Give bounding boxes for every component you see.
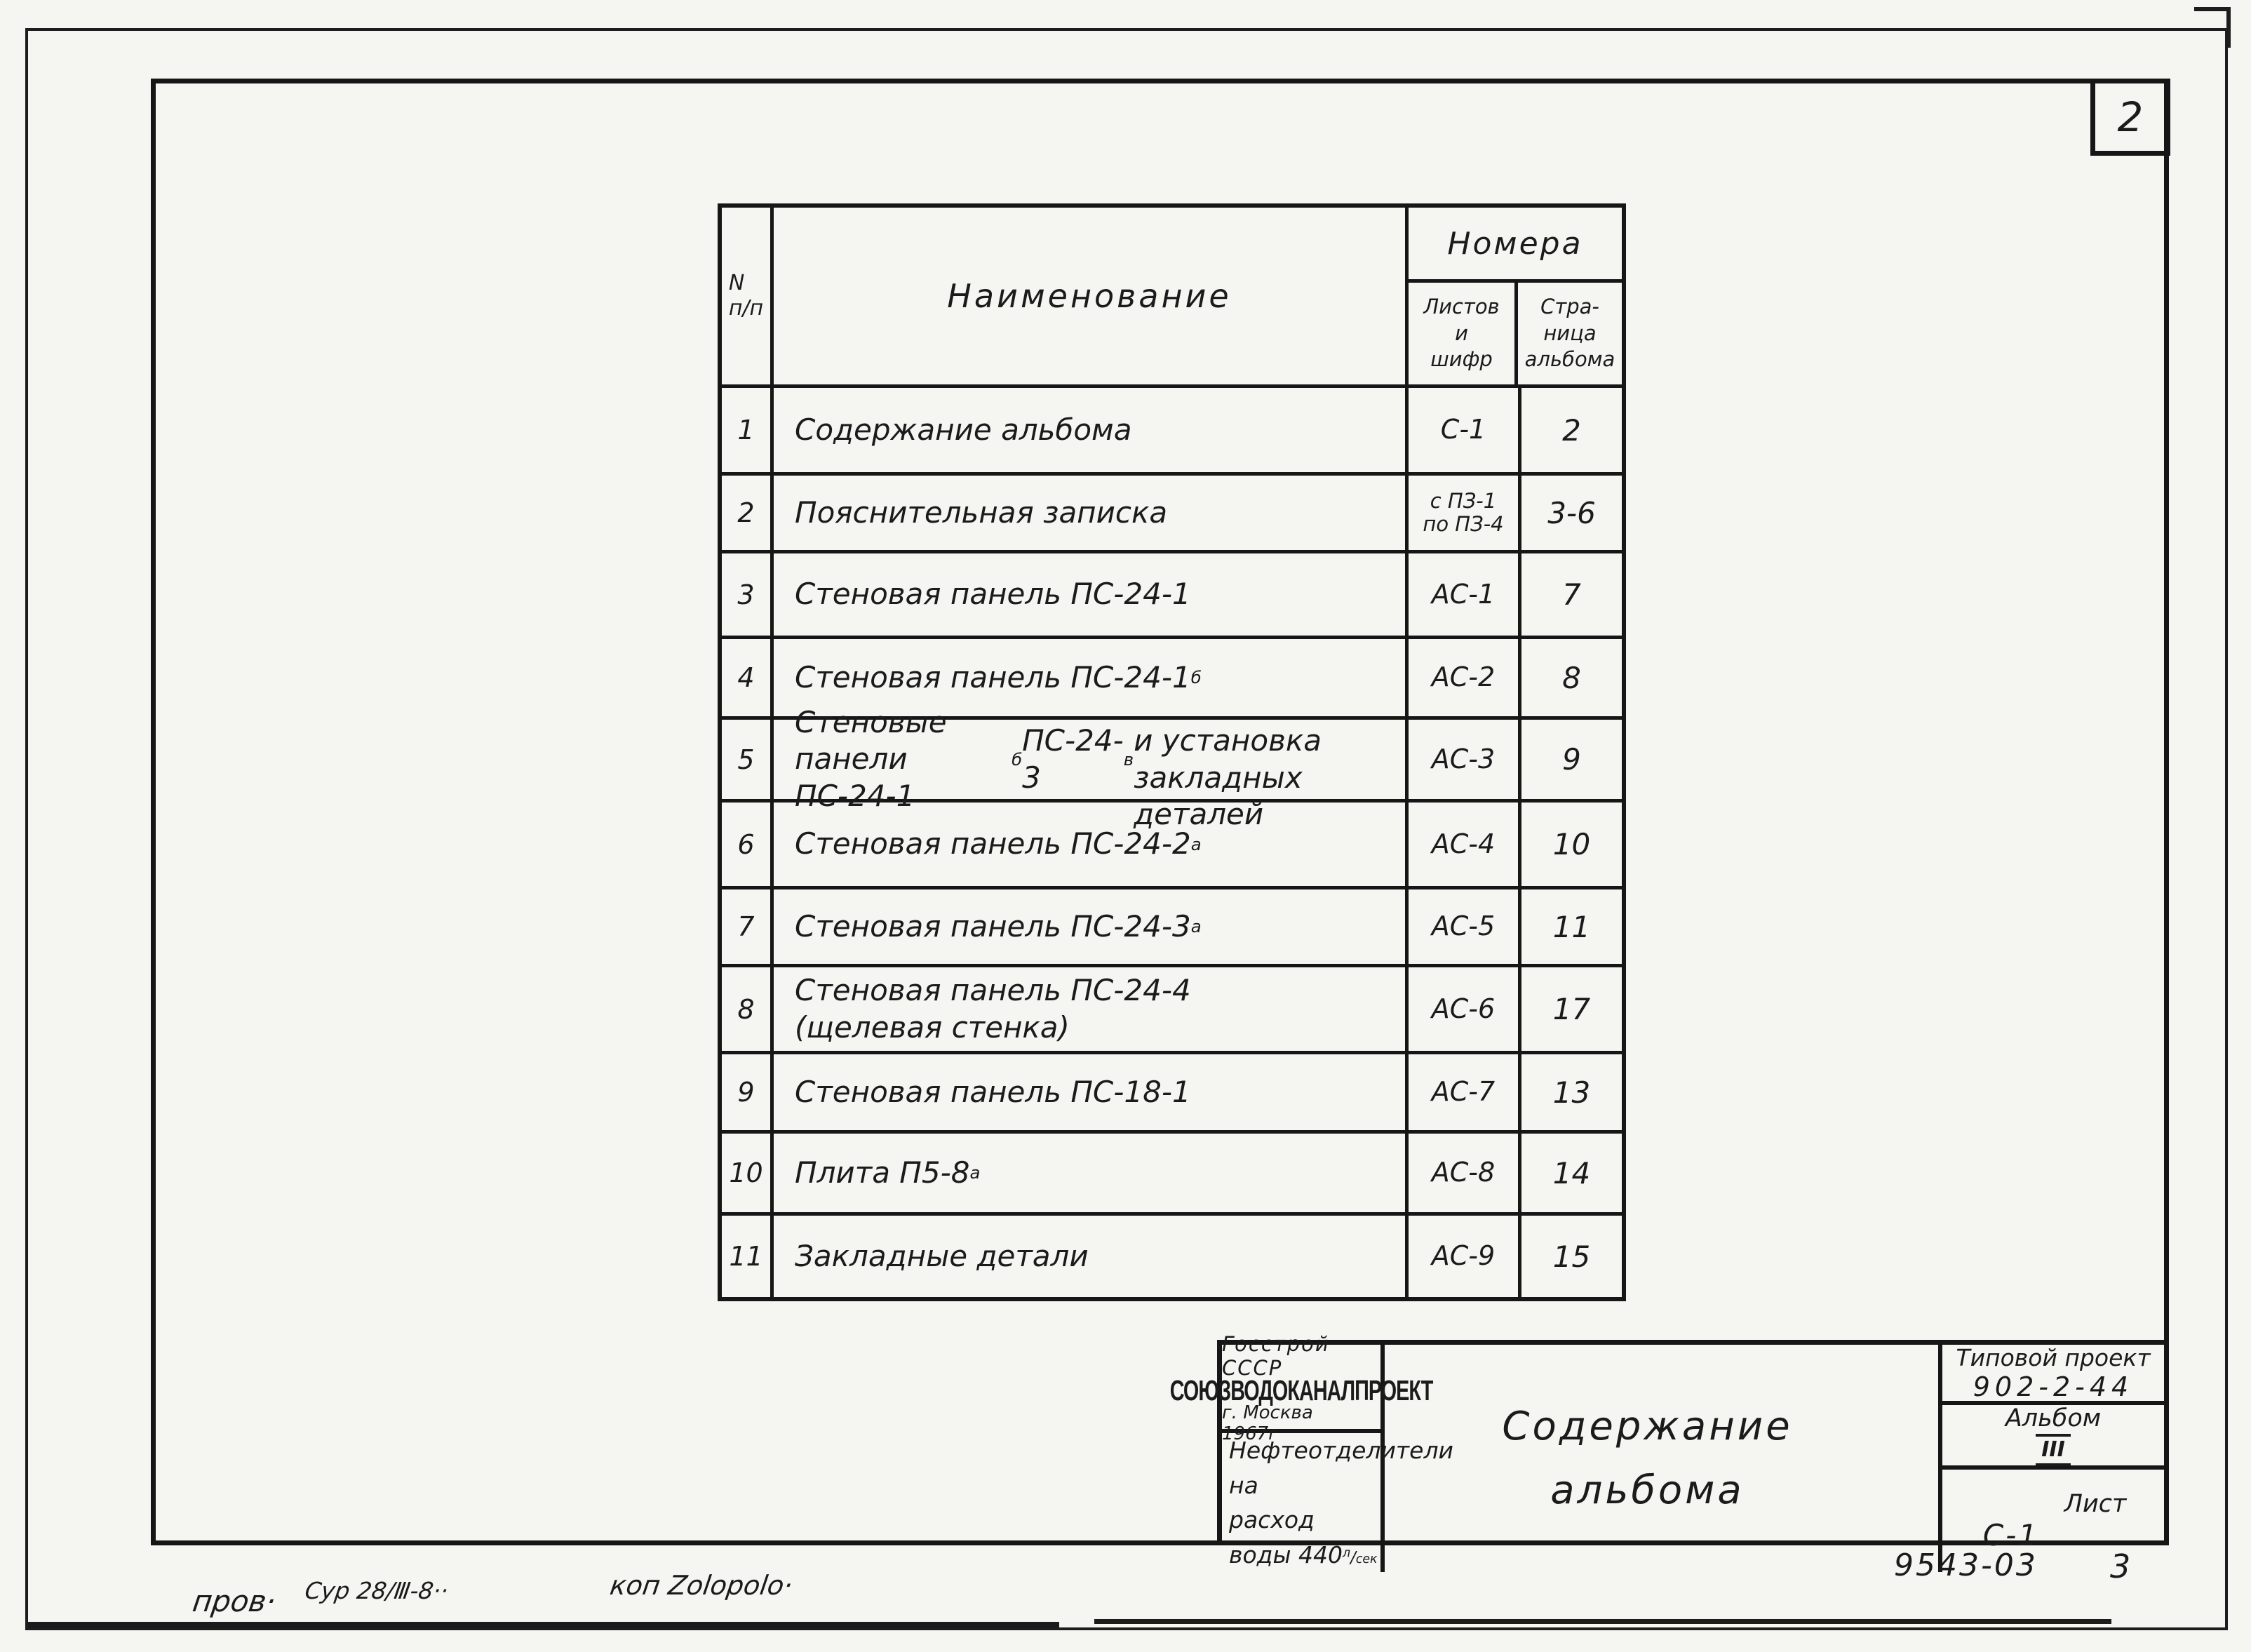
flow-unit-numerator: л — [1343, 1545, 1351, 1560]
row-code: С-1 — [1409, 388, 1521, 476]
row-code: АС-3 — [1409, 720, 1521, 803]
header-name-col: Наименование — [774, 208, 1409, 388]
object-line2: расход воды 440л/сек — [1229, 1503, 1380, 1572]
row-page: 13 — [1521, 1054, 1622, 1134]
row-name: Стеновая панель ПС-24-2 а — [774, 803, 1409, 889]
org-ministry: Госстрой СССР — [1222, 1332, 1330, 1380]
row-name: Пояснительная записка — [774, 476, 1409, 553]
row-code: с ПЗ-1 по ПЗ-4 — [1409, 476, 1521, 553]
project-number: 902-2-44 — [1973, 1371, 2134, 1402]
org-institute-logo: СОЮЗВОДОКАНАЛПРОЕКТ — [1169, 1376, 1434, 1407]
row-page: 9 — [1521, 720, 1622, 803]
row-name: Стеновая панель ПС-24-1 б — [774, 639, 1409, 720]
album-label: Альбом — [2005, 1404, 2102, 1433]
flow-units: л/сек — [1343, 1545, 1378, 1567]
row-page: 17 — [1521, 967, 1622, 1054]
note-signature: Сур 28/Ⅲ-8·· — [303, 1577, 450, 1604]
flow-unit-denominator: сек — [1355, 1552, 1378, 1566]
row-num: 2 — [722, 476, 774, 553]
row-page: 11 — [1521, 889, 1622, 967]
row-num: 7 — [722, 889, 774, 967]
drawing-frame — [151, 79, 2169, 1545]
page-number: 2 — [2117, 93, 2144, 141]
header-name-col-label: Наименование — [947, 277, 1232, 315]
row-code: АС-1 — [1409, 553, 1521, 639]
row-name: Стеновая панель ПС-18-1 — [774, 1054, 1409, 1134]
object-line1: Нефтеотделители на — [1229, 1437, 1453, 1499]
row-num: 4 — [722, 639, 774, 720]
project-label: Типовой проект — [1956, 1343, 2151, 1371]
album-number: III — [2036, 1434, 2071, 1466]
corner-trim-mark — [2194, 7, 2231, 48]
row-num: 5 — [722, 720, 774, 803]
header-page-col: Стра-ница альбома — [1524, 294, 1615, 372]
sheet-title-line1: Содержание — [1502, 1404, 1793, 1449]
list-box: Лист С-1 — [1942, 1470, 2164, 1572]
sheet-title: Содержание альбома — [1385, 1345, 1942, 1572]
row-num: 9 — [722, 1054, 774, 1134]
header-subcolumns: Листов и шифр Стра-ница альбома — [1409, 283, 1622, 384]
title-block-org-column: Госстрой СССР СОЮЗВОДОКАНАЛПРОЕКТ г. Мос… — [1170, 1332, 1453, 1572]
page-number-box: 2 — [2090, 79, 2170, 156]
list-label: Лист — [2064, 1489, 2127, 1518]
row-num: 11 — [722, 1216, 774, 1297]
row-name: Закладные детали — [774, 1216, 1409, 1297]
row-page: 7 — [1521, 553, 1622, 639]
row-page: 15 — [1552, 1239, 1591, 1274]
row-name: Содержание альбома — [774, 388, 1409, 476]
project-box: Типовой проект 902-2-44 — [1942, 1343, 2164, 1405]
sheet-title-line2: альбома — [1550, 1468, 1745, 1513]
header-code-col: Листов и шифр — [1409, 283, 1518, 384]
row-code: АС-2 — [1409, 639, 1521, 720]
row-page: 14 — [1521, 1134, 1622, 1216]
row-name: Стеновая панель ПС-24-1 — [774, 553, 1409, 639]
header-numbers-group: Номера Листов и шифр Стра-ница альбома — [1409, 208, 1622, 388]
album-box: Альбом III — [1942, 1404, 2164, 1470]
row-page: 2 — [1521, 388, 1622, 476]
list-number: С-1 — [1982, 1517, 2040, 1552]
row-num: 10 — [722, 1134, 774, 1216]
row-page: 3-6 — [1521, 476, 1622, 553]
bottom-border-segment — [1094, 1619, 2111, 1624]
row-code: АС-4 — [1409, 803, 1521, 889]
bottom-border-segment — [28, 1622, 1059, 1627]
outer-border — [25, 28, 2228, 1630]
object-box: Нефтеотделители на расход воды 440л/сек — [1222, 1433, 1453, 1572]
sheet-sequence-number: 3 — [2110, 1547, 2131, 1585]
row-name: Плита П5-8 а — [774, 1134, 1409, 1216]
row-num: 6 — [722, 803, 774, 889]
row-num: 8 — [722, 967, 774, 1054]
row-code: АС-8 — [1409, 1134, 1521, 1216]
org-city-year: г. Москва 1967г — [1222, 1402, 1313, 1444]
row-code: АС-6 — [1409, 967, 1521, 1054]
row-page: 8 — [1521, 639, 1622, 720]
inventory-number: 9543-03 — [1894, 1547, 2038, 1583]
row-code: АС-7 — [1409, 1054, 1521, 1134]
row-num: 3 — [722, 553, 774, 639]
title-block: Госстрой СССР СОЮЗВОДОКАНАЛПРОЕКТ г. Мос… — [1170, 1332, 2169, 1572]
row-num: 1 — [722, 388, 774, 476]
note-prov: пров· — [190, 1584, 278, 1618]
row-page: 10 — [1521, 803, 1622, 889]
object-flow-text: расход воды 440 — [1229, 1506, 1343, 1569]
row-code: АС-9 — [1409, 1216, 1521, 1297]
title-block-project-column: Типовой проект 902-2-44 Альбом III Лист … — [1942, 1343, 2164, 1572]
header-numbers-label: Номера — [1409, 208, 1622, 283]
row-name: Стеновая панель ПС-24-3 а — [774, 889, 1409, 967]
row-name: Стеновая панель ПС-24-4 (щелевая стенка) — [774, 967, 1409, 1054]
note-kop: коп Zolopolo· — [607, 1570, 795, 1601]
org-box: Госстрой СССР СОЮЗВОДОКАНАЛПРОЕКТ г. Мос… — [1170, 1332, 1434, 1444]
row-code: АС-5 — [1409, 889, 1521, 967]
row-name: Стеновые панели ПС-24-1 б ПС-24-3 в и устан… — [774, 705, 1409, 831]
